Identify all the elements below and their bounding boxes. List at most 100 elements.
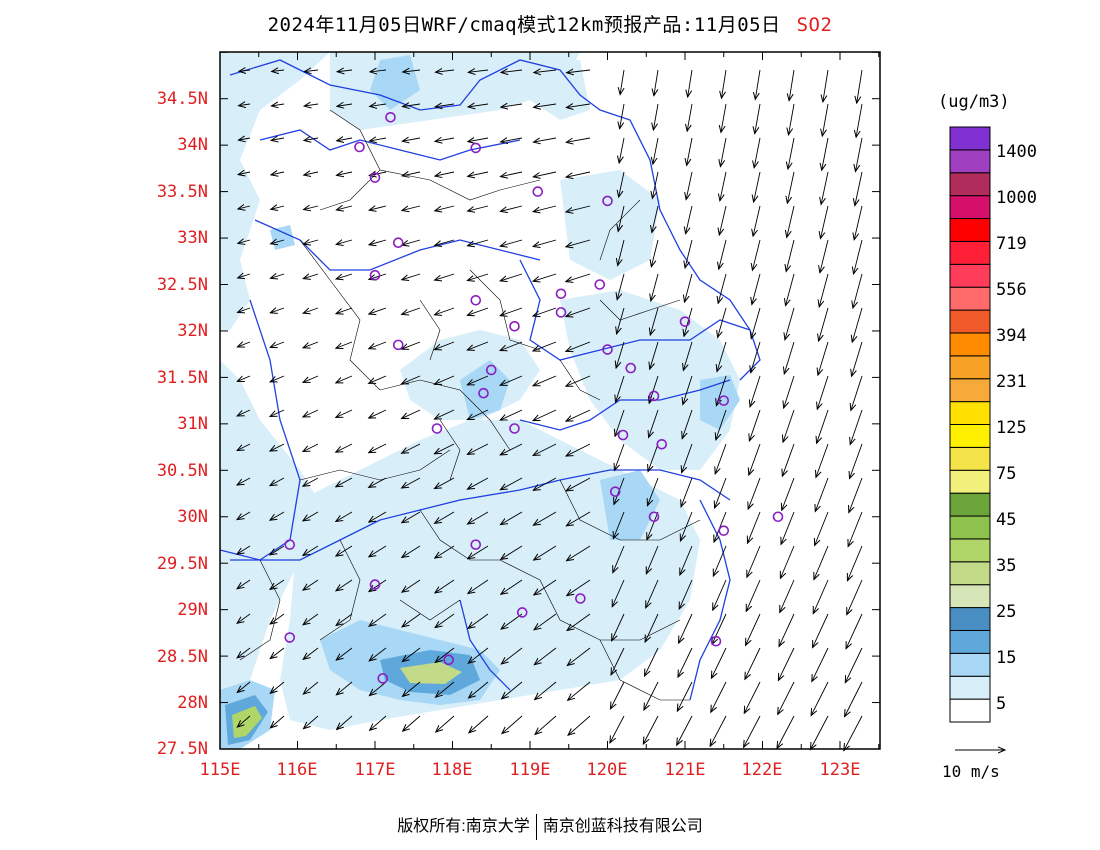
lat-label-33: 33N: [177, 228, 208, 248]
station-marker: [602, 195, 613, 207]
legend-label-1000: 1000: [996, 188, 1037, 208]
station-marker: [625, 362, 637, 374]
station-marker: [369, 579, 381, 590]
legend-color-10: [949, 469, 991, 494]
legend-units: (ug/m3): [938, 92, 1010, 112]
legend-label-25: 25: [996, 602, 1017, 622]
legend-color-15: [949, 355, 991, 380]
legend-label-394: 394: [996, 326, 1027, 346]
legend-label-556: 556: [996, 280, 1027, 300]
legend-color-14: [949, 378, 991, 403]
legend-color-3: [949, 629, 991, 654]
station-marker: [485, 364, 497, 376]
legend-label-35: 35: [996, 556, 1017, 576]
station-marker: [594, 279, 606, 290]
lat-label-34-5: 34.5N: [156, 89, 208, 109]
legend-label-45: 45: [996, 510, 1017, 530]
lon-label-123: 123E: [819, 760, 861, 780]
legend-color-5: [949, 584, 991, 609]
wind-scale-label: 10 m/s: [942, 762, 1000, 781]
lon-label-119: 119E: [509, 760, 551, 780]
legend-color-25: [949, 126, 991, 151]
station-marker: [443, 654, 454, 666]
station-marker: [385, 111, 396, 123]
legend-label-719: 719: [996, 234, 1027, 254]
station-marker: [718, 525, 730, 536]
station-marker: [369, 172, 381, 183]
lat-label-31-5: 31.5N: [156, 368, 208, 388]
station-marker: [617, 429, 629, 441]
station-marker: [555, 307, 567, 318]
legend-label-125: 125: [996, 418, 1027, 438]
station-marker: [284, 632, 296, 643]
station-marker: [369, 269, 381, 281]
legend-color-9: [949, 492, 991, 517]
lat-label-33-5: 33.5N: [156, 182, 208, 202]
copyright-footer: 版权所有:南京大学 南京创蓝科技有限公司: [0, 812, 1100, 840]
station-marker: [555, 288, 567, 300]
legend-color-4: [949, 607, 991, 631]
station-marker: [509, 321, 520, 332]
lon-label-121: 121E: [664, 760, 706, 780]
station-marker: [609, 486, 621, 497]
station-marker: [478, 387, 489, 399]
station-marker: [679, 316, 691, 327]
station-marker: [354, 141, 365, 153]
lon-label-120: 120E: [586, 760, 628, 780]
legend-color-19: [949, 263, 991, 288]
lat-label-31: 31N: [177, 414, 208, 434]
lat-label-32-5: 32.5N: [156, 275, 208, 295]
legend-label-231: 231: [996, 372, 1027, 392]
station-marker: [392, 237, 404, 248]
legend-color-12: [949, 424, 991, 448]
legend-color-13: [949, 401, 991, 426]
monitoring-stations: [284, 111, 784, 684]
legend-label-1400: 1400: [996, 142, 1037, 162]
legend-color-2: [949, 652, 991, 677]
lon-label-118: 118E: [431, 760, 473, 780]
legend-color-21: [949, 218, 991, 242]
station-marker: [710, 635, 722, 647]
legend-color-1: [949, 675, 991, 700]
legend-color-0: [949, 698, 991, 723]
legend-color-7: [949, 538, 991, 563]
lat-label-28-5: 28.5N: [156, 647, 208, 667]
copyright-left: 版权所有:南京大学: [397, 818, 530, 835]
lat-label-30-5: 30.5N: [156, 461, 208, 481]
wind-arrows: [237, 70, 863, 751]
legend-label-5: 5: [996, 694, 1007, 714]
legend-color-22: [949, 195, 991, 220]
title-text: 2024年11月05日WRF/cmaq模式12km预报产品:11月05日: [267, 14, 781, 36]
legend-color-24: [949, 149, 991, 174]
legend-label-15: 15: [996, 648, 1017, 668]
station-marker: [470, 539, 482, 550]
legend-color-20: [949, 240, 991, 265]
station-marker: [648, 390, 660, 402]
footer-separator: [535, 813, 537, 840]
station-marker: [509, 423, 520, 434]
station-marker: [656, 438, 668, 450]
station-marker: [470, 142, 482, 154]
axis-ticks: [219, 51, 880, 750]
lat-label-28: 28N: [177, 693, 208, 713]
map-plot-area: [219, 51, 881, 751]
pollutant-label: SO2: [796, 14, 833, 36]
legend-color-18: [949, 286, 991, 311]
legend-color-8: [949, 515, 991, 540]
station-marker: [431, 423, 443, 434]
lat-label-27-5: 27.5N: [156, 739, 208, 759]
legend-color-6: [949, 561, 991, 586]
lon-label-116: 116E: [276, 760, 318, 780]
station-marker: [648, 511, 660, 523]
station-marker: [718, 395, 730, 406]
legend-color-16: [949, 332, 991, 357]
copyright-right: 南京创蓝科技有限公司: [542, 818, 703, 835]
lat-label-34: 34N: [177, 135, 208, 155]
station-marker: [284, 539, 296, 550]
station-marker: [392, 339, 404, 351]
lon-label-117: 117E: [354, 760, 396, 780]
legend-color-17: [949, 309, 991, 334]
legend-label-75: 75: [996, 464, 1017, 484]
lat-label-32: 32N: [177, 321, 208, 341]
